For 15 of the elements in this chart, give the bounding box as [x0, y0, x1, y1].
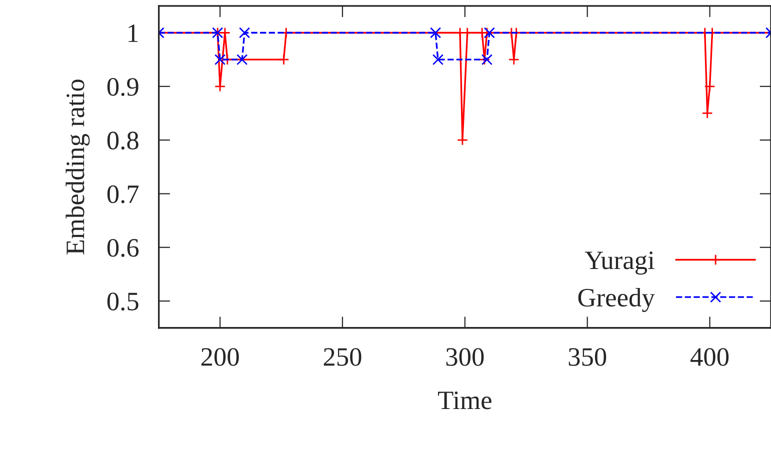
y-tick-label: 0.8 — [107, 132, 138, 150]
legend-label: Yuragi — [584, 252, 654, 275]
y-tick-label: 0.7 — [107, 185, 139, 204]
x-tick-label: 400 — [690, 348, 729, 366]
y-tick-label: 0.9 — [107, 78, 138, 96]
x-axis-title: Time — [438, 392, 492, 410]
y-axis-title: Embedding ratio — [66, 80, 90, 254]
y-tick-label: 0.6 — [107, 238, 139, 257]
legend-label: Greedy — [578, 288, 655, 312]
x-tick-label: 200 — [201, 348, 239, 366]
x-tick-label: 250 — [324, 348, 362, 366]
x-tick-label: 300 — [446, 348, 484, 366]
x-tick-label: 350 — [568, 348, 606, 366]
y-tick-label: 0.5 — [107, 292, 138, 311]
y-tick-label: 1 — [128, 24, 138, 42]
